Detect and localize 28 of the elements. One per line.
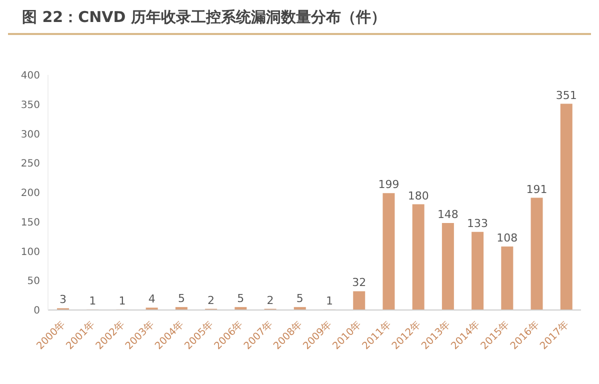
data-label: 1 (118, 294, 126, 308)
data-label: 133 (467, 216, 488, 230)
y-tick-label: 250 (20, 158, 40, 170)
data-label: 180 (408, 189, 429, 202)
data-label: 1 (326, 294, 333, 308)
y-tick-label: 50 (27, 276, 40, 288)
data-label: 4 (148, 292, 156, 306)
data-label: 32 (352, 276, 366, 290)
data-label: 5 (296, 292, 304, 306)
y-tick-label: 0 (34, 306, 40, 317)
y-tick-label: 200 (20, 188, 40, 200)
chart-title: 图 22：CNVD 历年收录工控系统漏洞数量分布（件） (8, 8, 591, 35)
y-tick-label: 300 (20, 129, 40, 140)
data-label: 2 (208, 294, 215, 307)
data-label: 5 (178, 292, 185, 306)
y-tick-label: 350 (20, 100, 40, 111)
y-tick-label: 150 (20, 217, 40, 228)
data-label: 108 (496, 232, 518, 245)
data-label: 191 (526, 182, 548, 196)
data-label: 351 (556, 88, 577, 102)
y-tick-label: 400 (20, 70, 40, 82)
data-label: 1 (89, 294, 96, 308)
data-label: 2 (266, 294, 274, 307)
data-label: 199 (378, 178, 400, 192)
y-tick-label: 100 (20, 246, 40, 258)
data-label: 5 (237, 292, 244, 306)
data-label: 148 (437, 208, 458, 222)
data-label: 3 (60, 293, 66, 306)
